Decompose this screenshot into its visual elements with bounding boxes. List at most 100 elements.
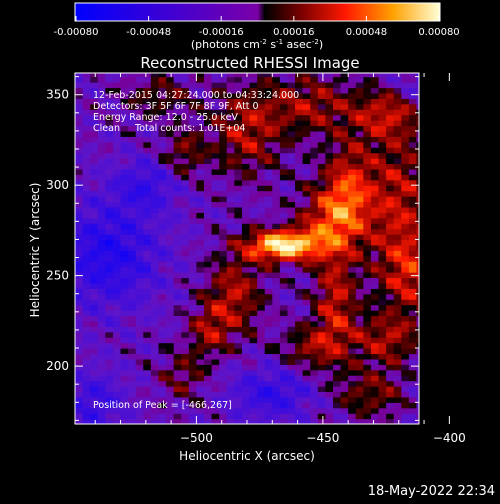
heatmap-cell (188, 109, 198, 116)
heatmap-cell (211, 239, 220, 246)
heatmap-cell (310, 114, 319, 121)
heatmap-cell (120, 141, 129, 148)
heatmap-cell (355, 353, 364, 360)
heatmap-cell (393, 98, 402, 105)
heatmap-cell (219, 87, 228, 94)
heatmap-cell (249, 196, 258, 203)
heatmap-cell (241, 337, 251, 344)
heatmap-cell (143, 413, 152, 420)
heatmap-cell (264, 418, 273, 424)
heatmap-cell (279, 266, 289, 273)
heatmap-cell (234, 114, 243, 121)
heatmap-cell (272, 158, 281, 165)
heatmap-cell (166, 402, 175, 409)
heatmap-cell (158, 130, 167, 137)
heatmap-cell (166, 277, 175, 284)
heatmap-cell (181, 196, 190, 203)
heatmap-cell (128, 82, 137, 89)
heatmap-cell (234, 337, 243, 344)
heatmap-cell (211, 196, 220, 203)
heatmap-cell (386, 158, 395, 165)
heatmap-cell (219, 288, 228, 295)
heatmap-cell (196, 369, 205, 376)
heatmap-cell (105, 201, 114, 208)
heatmap-cell (310, 331, 319, 338)
heatmap-cell (325, 386, 334, 393)
heatmap-cell (295, 288, 304, 295)
heatmap-cell (272, 73, 281, 78)
heatmap-cell (112, 353, 122, 360)
heatmap-cell (249, 266, 258, 273)
heatmap-cell (249, 272, 258, 279)
heatmap-cell (226, 320, 235, 327)
heatmap-cell (219, 141, 228, 148)
heatmap-cell (378, 326, 387, 333)
heatmap-cell (150, 418, 160, 424)
heatmap-cell (370, 304, 380, 311)
heatmap-cell (363, 87, 372, 94)
heatmap-cell (143, 136, 152, 143)
heatmap-cell (211, 103, 220, 110)
heatmap-cell (317, 223, 327, 230)
heatmap-cell (158, 413, 167, 420)
heatmap-cell (279, 391, 289, 398)
heatmap-cell (158, 163, 167, 170)
heatmap-cell (166, 109, 175, 116)
heatmap-cell (105, 407, 114, 414)
heatmap-cell (272, 190, 281, 197)
heatmap-cell (325, 369, 334, 376)
heatmap-cell (128, 136, 137, 143)
heatmap-cell (173, 282, 182, 289)
heatmap-cell (82, 277, 91, 284)
heatmap-cell (158, 320, 167, 327)
heatmap-cell (166, 92, 175, 99)
heatmap-cell (97, 152, 106, 159)
heatmap-cell (226, 386, 235, 393)
heatmap-cell (181, 244, 190, 251)
heatmap-cell (325, 76, 334, 83)
heatmap-cell (173, 174, 182, 181)
heatmap-cell (219, 358, 228, 365)
heatmap-cell (340, 190, 349, 197)
heatmap-cell (333, 234, 342, 241)
heatmap-cell (211, 353, 220, 360)
heatmap-cell (128, 239, 137, 246)
heatmap-cell (173, 103, 182, 110)
heatmap-cell (97, 293, 106, 300)
heatmap-cell (295, 299, 304, 306)
heatmap-cell (204, 418, 213, 424)
heatmap-cell (340, 304, 349, 311)
heatmap-cell (393, 109, 402, 116)
heatmap-cell (302, 304, 311, 311)
heatmap-cell (90, 196, 99, 203)
heatmap-cell (241, 261, 251, 268)
heatmap-cell (97, 413, 106, 420)
heatmap-cell (416, 413, 419, 420)
heatmap-cell (264, 87, 273, 94)
heatmap-cell (234, 364, 243, 371)
heatmap-cell (302, 201, 311, 208)
heatmap-cell (173, 109, 182, 116)
heatmap-cell (75, 223, 84, 230)
heatmap-cell (219, 337, 228, 344)
heatmap-cell (112, 375, 122, 382)
heatmap-cell (226, 255, 235, 262)
heatmap-cell (257, 418, 266, 424)
heatmap-cell (82, 196, 91, 203)
heatmap-cell (173, 190, 182, 197)
heatmap-cell (378, 331, 387, 338)
heatmap-cell (333, 375, 342, 382)
heatmap-cell (401, 261, 410, 268)
peak-position-label: Position of Peak = [-466,267] (93, 400, 232, 411)
heatmap-cell (416, 217, 419, 224)
heatmap-cell (143, 76, 152, 83)
heatmap-cell (143, 266, 152, 273)
heatmap-cell (279, 130, 289, 137)
heatmap-cell (226, 369, 235, 376)
heatmap-cell (279, 234, 289, 241)
heatmap-cell (302, 130, 311, 137)
heatmap-cell (355, 288, 364, 295)
heatmap-cell (128, 413, 137, 420)
heatmap-cell (355, 163, 364, 170)
